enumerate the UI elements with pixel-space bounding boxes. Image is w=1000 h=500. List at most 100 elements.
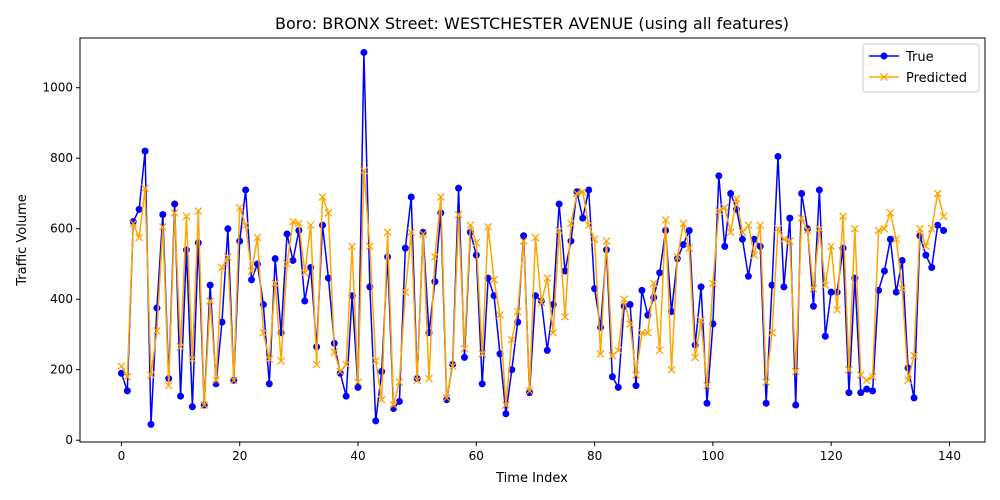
predicted-point xyxy=(904,376,913,385)
true-point xyxy=(880,267,888,275)
predicted-point xyxy=(614,346,623,355)
true-point xyxy=(236,237,244,245)
true-point xyxy=(614,383,622,391)
series-layer xyxy=(117,48,948,428)
true-point xyxy=(543,346,551,354)
predicted-point xyxy=(241,221,250,230)
predicted-point xyxy=(632,371,640,379)
predicted-point xyxy=(927,224,936,233)
true-point xyxy=(756,242,764,250)
predicted-point xyxy=(117,362,126,371)
predicted-point xyxy=(300,268,309,277)
predicted-point xyxy=(436,193,445,201)
predicted-point xyxy=(164,381,173,390)
true-point xyxy=(555,200,563,208)
legend-predicted-label: Predicted xyxy=(906,71,967,86)
predicted-point xyxy=(152,326,161,335)
x-tick-label: 100 xyxy=(701,449,724,463)
predicted-point xyxy=(460,344,469,353)
true-point xyxy=(762,399,770,407)
predicted-point xyxy=(330,348,339,357)
true-point xyxy=(401,244,409,252)
true-point xyxy=(922,251,930,259)
true-point xyxy=(271,255,279,263)
true-point xyxy=(502,410,510,418)
predicted-point xyxy=(194,207,203,216)
x-tick-label: 20 xyxy=(232,449,247,463)
true-point xyxy=(780,283,788,291)
predicted-point xyxy=(235,203,244,212)
predicted-point xyxy=(738,228,747,237)
predicted-point xyxy=(206,297,215,305)
true-point xyxy=(892,288,900,296)
true-point xyxy=(608,373,616,381)
true-point xyxy=(567,237,575,245)
true-point xyxy=(378,367,386,375)
true-point xyxy=(798,189,806,197)
true-point xyxy=(478,380,486,388)
predicted-point xyxy=(708,279,717,288)
y-axis: 0 200 400 600 800 1000 xyxy=(42,81,80,447)
predicted-point xyxy=(147,371,155,379)
true-point xyxy=(360,48,368,56)
true-point xyxy=(809,302,817,310)
predicted-point xyxy=(354,378,362,387)
predicted-point xyxy=(507,335,516,344)
predicted-point xyxy=(839,212,847,221)
legend-predicted-marker xyxy=(880,73,888,81)
predicted-point xyxy=(348,242,357,251)
predicted-point xyxy=(501,401,510,409)
true-point xyxy=(395,397,403,405)
predicted-point xyxy=(596,349,605,358)
predicted-point xyxy=(336,367,345,376)
predicted-point xyxy=(141,184,150,193)
true-point xyxy=(715,172,723,180)
predicted-point xyxy=(561,312,569,321)
predicted-point xyxy=(312,360,321,369)
predicted-point xyxy=(850,224,859,233)
true-point xyxy=(703,399,711,407)
predicted-point xyxy=(720,203,729,212)
true-point xyxy=(750,235,758,243)
true-point xyxy=(727,189,735,197)
true-point xyxy=(153,304,161,312)
true-point xyxy=(638,286,646,294)
predicted-point xyxy=(271,279,280,288)
true-point xyxy=(389,405,397,413)
true-point xyxy=(508,366,516,374)
predicted-point xyxy=(797,214,806,223)
true-point xyxy=(697,283,705,291)
predicted-point xyxy=(602,237,611,246)
y-tick-label: 400 xyxy=(50,292,73,306)
predicted-point xyxy=(566,219,575,228)
predicted-point xyxy=(898,284,907,293)
y-tick-label: 200 xyxy=(50,363,73,377)
predicted-point xyxy=(892,235,901,244)
predicted-point xyxy=(324,208,333,217)
true-point xyxy=(129,218,137,226)
predicted-point xyxy=(318,193,327,201)
predicted-point xyxy=(519,237,528,246)
predicted-point xyxy=(643,328,652,337)
predicted-point xyxy=(815,224,824,233)
true-point xyxy=(324,274,332,282)
predicted-point xyxy=(129,219,138,228)
predicted-point xyxy=(223,252,232,261)
true-point xyxy=(857,389,865,397)
true-point xyxy=(910,394,918,402)
predicted-point xyxy=(762,378,771,387)
predicted-point xyxy=(288,217,297,226)
true-point xyxy=(431,278,439,286)
x-tick-label: 140 xyxy=(938,449,961,463)
predicted-point xyxy=(827,242,836,251)
true-point xyxy=(159,211,167,219)
true-point xyxy=(182,246,190,254)
predicted-point xyxy=(413,376,422,385)
predicted-point xyxy=(637,328,646,337)
predicted-point xyxy=(407,228,416,237)
predicted-point xyxy=(383,228,392,237)
predicted-point xyxy=(578,187,587,196)
predicted-point xyxy=(921,242,930,251)
predicted-point xyxy=(886,208,895,217)
true-point xyxy=(845,389,853,397)
